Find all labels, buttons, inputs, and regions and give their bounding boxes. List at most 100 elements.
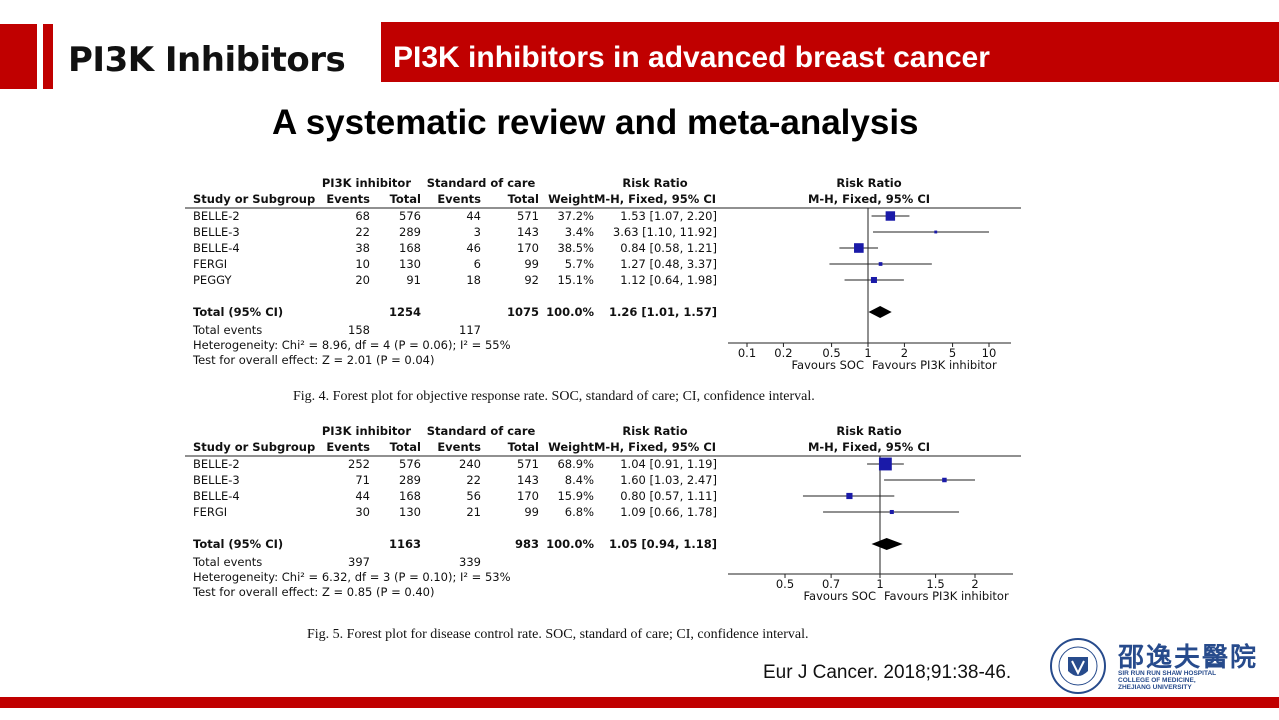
group-header-control: Standard of care bbox=[427, 424, 536, 438]
study-weight: 6.8% bbox=[565, 505, 594, 519]
control-total: 170 bbox=[517, 489, 539, 503]
plot-header-ci: M-H, Fixed, 95% CI bbox=[808, 440, 930, 454]
study-name: BELLE-3 bbox=[193, 473, 240, 487]
plot-header-ci: M-H, Fixed, 95% CI bbox=[808, 192, 930, 206]
treatment-total: 130 bbox=[399, 257, 421, 271]
column-header-ci: M-H, Fixed, 95% CI bbox=[594, 192, 716, 206]
forest-plot-svg: PI3K inhibitor Standard of care Risk Ratio… bbox=[185, 176, 1021, 372]
section-title: PI3K Inhibitors bbox=[68, 40, 346, 80]
control-total-sum: 1075 bbox=[507, 305, 539, 319]
treatment-total-events: 158 bbox=[348, 323, 370, 337]
forest-plot-svg: PI3K inhibitor Standard of care Risk Ratio… bbox=[185, 424, 1021, 603]
column-header-study: Study or Subgroup bbox=[193, 192, 315, 206]
total-weight: 100.0% bbox=[546, 537, 594, 551]
control-total-sum: 983 bbox=[515, 537, 539, 551]
figure-caption-orr: Fig. 4. Forest plot for objective respon… bbox=[293, 389, 815, 404]
column-header-total: Total bbox=[508, 192, 539, 206]
heterogeneity-stat: Heterogeneity: Chi² = 8.96, df = 4 (P = … bbox=[193, 338, 511, 352]
treatment-total: 168 bbox=[399, 489, 421, 503]
control-total: 99 bbox=[524, 257, 539, 271]
favours-right-label: Favours PI3K inhibitor bbox=[872, 358, 997, 372]
overall-effect-stat: Test for overall effect: Z = 2.01 (P = 0… bbox=[192, 353, 435, 367]
study-name: FERGI bbox=[193, 505, 227, 519]
control-total: 170 bbox=[517, 241, 539, 255]
study-ci: 1.60 [1.03, 2.47] bbox=[620, 473, 717, 487]
study-ci: 0.80 [0.57, 1.11] bbox=[620, 489, 717, 503]
study-name: BELLE-4 bbox=[193, 241, 240, 255]
treatment-total: 289 bbox=[399, 473, 421, 487]
control-total-events: 339 bbox=[459, 555, 481, 569]
control-total: 143 bbox=[517, 473, 539, 487]
effect-marker bbox=[942, 477, 947, 483]
risk-ratio-header: Risk Ratio bbox=[622, 424, 687, 438]
effect-marker bbox=[854, 243, 864, 253]
risk-ratio-header: Risk Ratio bbox=[622, 176, 687, 190]
group-header-treatment: PI3K inhibitor bbox=[322, 176, 411, 190]
total-ci: 1.26 [1.01, 1.57] bbox=[609, 305, 717, 319]
hospital-name-english: SIR RUN RUN SHAW HOSPITAL COLLEGE OF MED… bbox=[1118, 670, 1217, 691]
total-events-label: Total events bbox=[192, 555, 262, 569]
control-events: 18 bbox=[466, 273, 481, 287]
group-header-treatment: PI3K inhibitor bbox=[322, 424, 411, 438]
study-name: BELLE-4 bbox=[193, 489, 240, 503]
control-events: 6 bbox=[474, 257, 481, 271]
hospital-logo: 邵逸夫醫院 SIR RUN RUN SHAW HOSPITAL COLLEGE … bbox=[1046, 637, 1271, 695]
control-events: 46 bbox=[466, 241, 481, 255]
slide-subtitle: A systematic review and meta-analysis bbox=[272, 103, 919, 142]
column-header-total: Total bbox=[508, 440, 539, 454]
header-accent-bar bbox=[0, 24, 37, 89]
column-header-events: Events bbox=[326, 192, 370, 206]
study-name: BELLE-3 bbox=[193, 225, 240, 239]
favours-left-label: Favours SOC bbox=[792, 358, 865, 372]
treatment-events: 22 bbox=[355, 225, 370, 239]
control-total-events: 117 bbox=[459, 323, 481, 337]
header-accent-bar-thin bbox=[43, 24, 53, 89]
overall-effect-stat: Test for overall effect: Z = 0.85 (P = 0… bbox=[192, 585, 435, 599]
study-weight: 38.5% bbox=[557, 241, 594, 255]
column-header-events: Events bbox=[326, 440, 370, 454]
title-banner: PI3K inhibitors in advanced breast cance… bbox=[381, 22, 1279, 82]
control-events: 44 bbox=[466, 209, 481, 223]
x-tick-label: 2 bbox=[901, 346, 908, 360]
x-tick-label: 1 bbox=[876, 577, 883, 591]
control-total: 571 bbox=[517, 209, 539, 223]
study-weight: 3.4% bbox=[565, 225, 594, 239]
treatment-events: 10 bbox=[355, 257, 370, 271]
column-header-weight: Weight bbox=[548, 440, 594, 454]
treatment-total: 168 bbox=[399, 241, 421, 255]
treatment-events: 68 bbox=[355, 209, 370, 223]
study-name: PEGGY bbox=[193, 273, 232, 287]
x-tick-label: 2 bbox=[971, 577, 978, 591]
forest-plot-orr: PI3K inhibitor Standard of care Risk Ratio… bbox=[185, 176, 1025, 386]
effect-marker bbox=[878, 262, 883, 266]
treatment-events: 20 bbox=[355, 273, 370, 287]
study-weight: 15.9% bbox=[557, 489, 594, 503]
column-header-events: Events bbox=[437, 192, 481, 206]
favours-right-label: Favours PI3K inhibitor bbox=[884, 589, 1009, 603]
study-ci: 1.04 [0.91, 1.19] bbox=[620, 457, 717, 471]
study-ci: 1.27 [0.48, 3.37] bbox=[620, 257, 717, 271]
x-tick-label: 5 bbox=[949, 346, 956, 360]
effect-marker bbox=[870, 276, 877, 284]
study-weight: 37.2% bbox=[557, 209, 594, 223]
banner-title: PI3K inhibitors in advanced breast cance… bbox=[393, 41, 990, 74]
study-weight: 68.9% bbox=[557, 457, 594, 471]
treatment-events: 71 bbox=[355, 473, 370, 487]
study-ci: 3.63 [1.10, 11.92] bbox=[613, 225, 717, 239]
study-name: BELLE-2 bbox=[193, 209, 240, 223]
effect-marker bbox=[846, 492, 853, 500]
column-header-ci: M-H, Fixed, 95% CI bbox=[594, 440, 716, 454]
footer-accent-bar bbox=[0, 697, 1279, 708]
control-total: 571 bbox=[517, 457, 539, 471]
x-tick-label: 1.5 bbox=[926, 577, 944, 591]
column-header-events: Events bbox=[437, 440, 481, 454]
treatment-total: 130 bbox=[399, 505, 421, 519]
figure-caption-dcr: Fig. 5. Forest plot for disease control … bbox=[307, 627, 809, 642]
effect-marker bbox=[878, 457, 892, 471]
treatment-events: 252 bbox=[348, 457, 370, 471]
study-ci: 0.84 [0.58, 1.21] bbox=[620, 241, 717, 255]
pooled-diamond bbox=[868, 306, 892, 318]
x-tick-label: 0.1 bbox=[738, 346, 756, 360]
treatment-total-events: 397 bbox=[348, 555, 370, 569]
x-tick-label: 1 bbox=[864, 346, 871, 360]
